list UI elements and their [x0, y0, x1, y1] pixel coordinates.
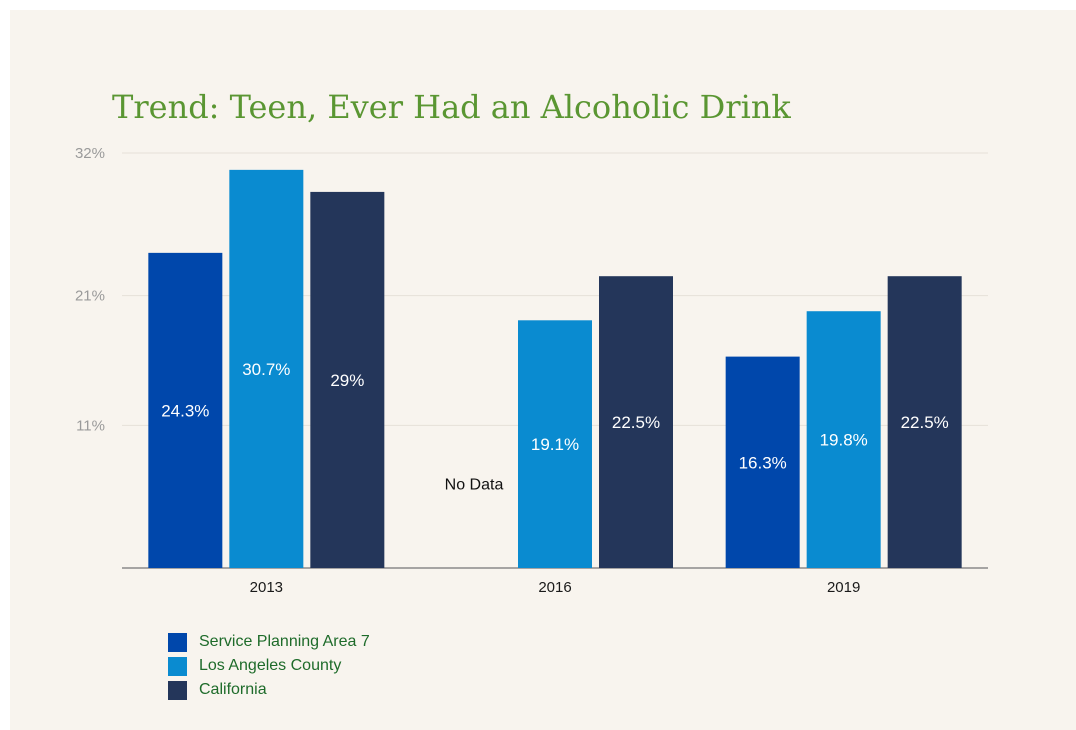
bar [229, 169, 304, 568]
legend-label: Los Angeles County [199, 657, 342, 674]
x-tick-label: 2019 [827, 579, 860, 596]
chart-legend: Service Planning Area 7 Los Angeles Coun… [168, 630, 370, 702]
legend-swatch [168, 656, 187, 676]
data-label: 29% [330, 371, 364, 390]
data-label: 19.1% [531, 435, 579, 454]
legend-label: Service Planning Area 7 [199, 633, 370, 650]
data-label: 22.5% [612, 413, 660, 432]
y-tick-label: 32% [75, 145, 105, 162]
legend-label: California [199, 681, 267, 698]
bar [806, 311, 881, 568]
legend-item-los-angeles-county: Los Angeles County [168, 654, 370, 678]
data-label: 22.5% [901, 413, 949, 432]
legend-swatch [168, 632, 187, 652]
data-label: 24.3% [161, 401, 209, 420]
y-tick-label: 21% [75, 288, 105, 305]
bar [148, 252, 223, 568]
y-tick-label: 11% [76, 417, 105, 434]
legend-item-service-planning-area-7: Service Planning Area 7 [168, 630, 370, 654]
bar [599, 276, 673, 568]
x-tick-label: 2016 [538, 579, 571, 596]
bar [518, 320, 592, 568]
legend-item-california: California [168, 678, 370, 702]
chart-title: Trend: Teen, Ever Had an Alcoholic Drink [112, 88, 791, 126]
bar [725, 356, 800, 568]
data-label: 16.3% [739, 453, 787, 472]
no-data-label: No Data [445, 477, 504, 494]
data-label: 30.7% [242, 360, 290, 379]
data-label: 19.8% [820, 431, 868, 450]
legend-swatch [168, 680, 187, 700]
x-tick-label: 2013 [250, 579, 283, 596]
bar [310, 191, 385, 568]
bar [887, 276, 962, 568]
